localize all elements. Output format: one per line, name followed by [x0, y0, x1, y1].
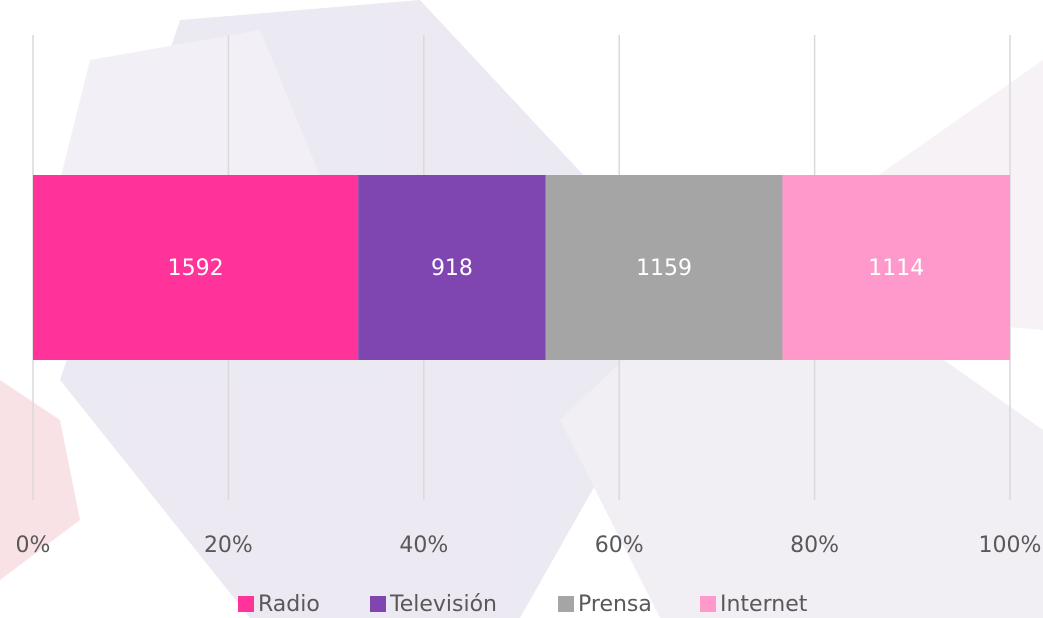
- data-label: 918: [431, 256, 473, 281]
- x-tick-label: 40%: [399, 533, 448, 558]
- x-tick-label: 100%: [979, 533, 1042, 558]
- x-tick-label: 60%: [595, 533, 644, 558]
- x-tick-label: 80%: [790, 533, 839, 558]
- data-label: 1114: [868, 256, 924, 281]
- legend-swatch: [238, 596, 254, 612]
- x-tick-label: 20%: [204, 533, 253, 558]
- legend-label: Prensa: [578, 592, 652, 617]
- legend-swatch: [558, 596, 574, 612]
- legend-swatch: [370, 596, 386, 612]
- data-label: 1159: [636, 256, 692, 281]
- legend-label: Televisión: [389, 592, 497, 617]
- data-label: 1592: [168, 256, 224, 281]
- legend-swatch: [700, 596, 716, 612]
- chart: 0% 20% 40% 60% 80% 100% 1592 918 1159 1114 Radio Te…: [0, 0, 1043, 618]
- legend-label: Radio: [258, 592, 320, 617]
- x-tick-label: 0%: [16, 533, 51, 558]
- legend-label: Internet: [720, 592, 808, 617]
